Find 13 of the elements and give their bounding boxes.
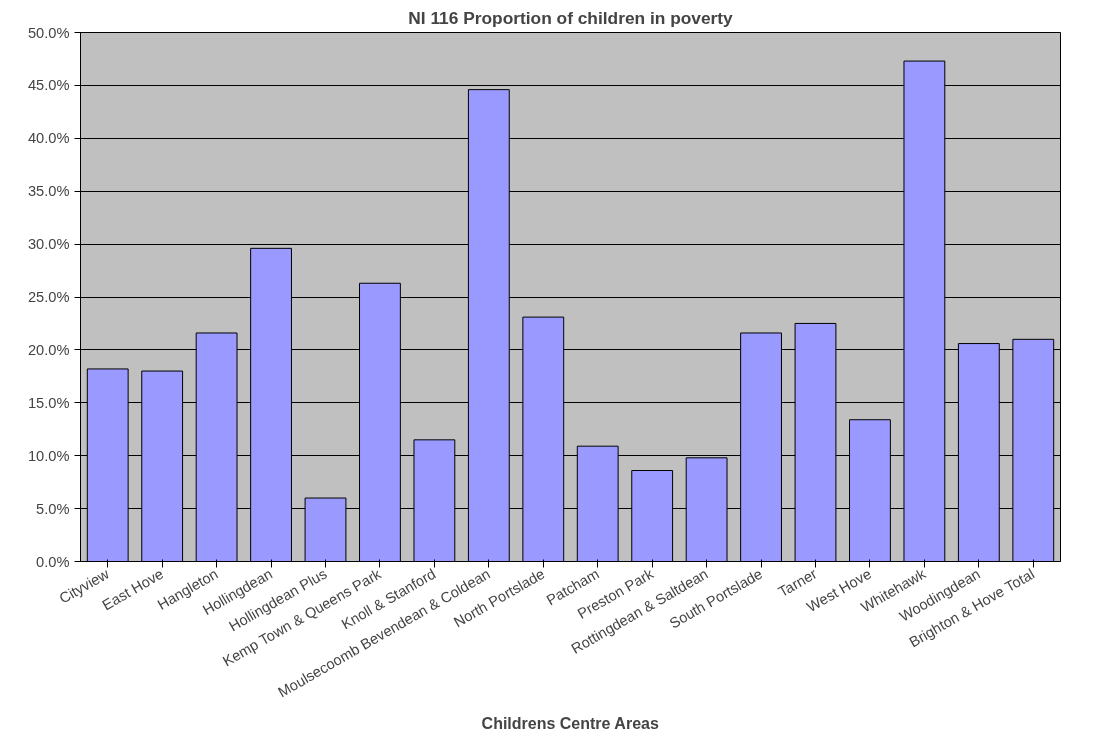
chart-title: NI 116 Proportion of children in poverty xyxy=(408,7,734,28)
y-tick-label: 35.0% xyxy=(27,183,70,200)
y-tick-label: 10.0% xyxy=(27,447,70,464)
y-tick-label: 5.0% xyxy=(36,500,70,517)
y-tick-label: 25.0% xyxy=(27,289,70,305)
x-axis-title: Childrens Centre Areas xyxy=(481,715,659,733)
y-tick-label: 0.0% xyxy=(36,553,70,570)
y-tick-label: 45.0% xyxy=(27,77,70,94)
y-tick-label: 50.0% xyxy=(27,24,70,41)
y-tick-label: 15.0% xyxy=(27,394,70,411)
y-tick-label: 40.0% xyxy=(27,130,70,147)
y-tick-label: 30.0% xyxy=(27,236,70,253)
y-tick-label: 20.0% xyxy=(27,341,70,358)
